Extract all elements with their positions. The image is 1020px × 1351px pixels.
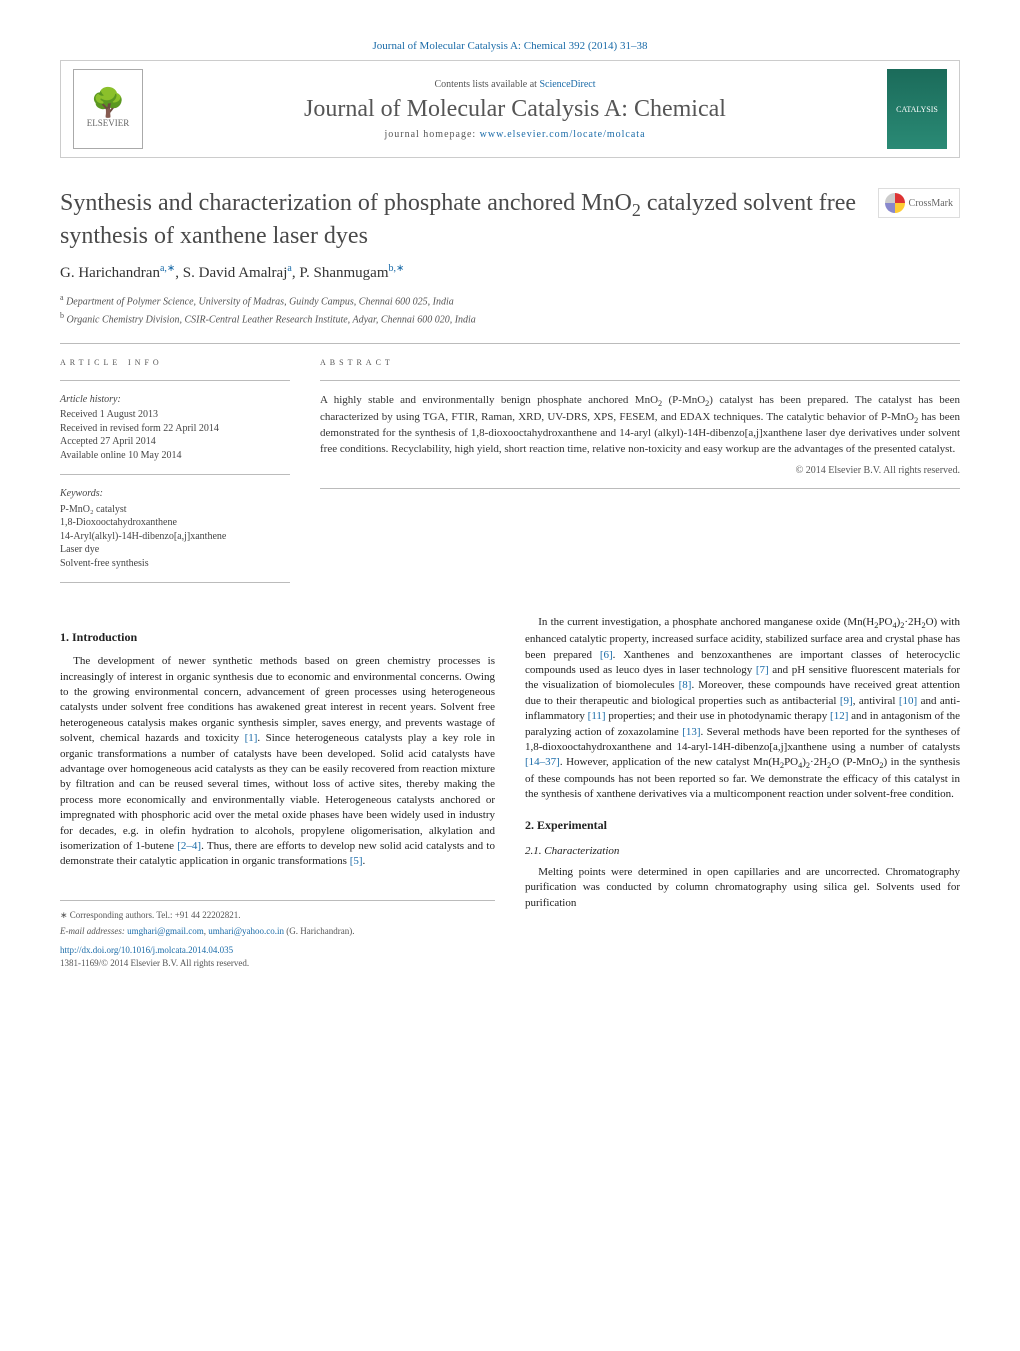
history-received: Received 1 August 2013 bbox=[60, 408, 290, 422]
info-rule-2 bbox=[60, 474, 290, 475]
keywords-label: Keywords: bbox=[60, 487, 290, 501]
section-experimental-head: 2. Experimental bbox=[525, 817, 960, 834]
footer-block: ∗ Corresponding authors. Tel.: +91 44 22… bbox=[60, 900, 495, 969]
subsection-characterization-head: 2.1. Characterization bbox=[525, 844, 960, 859]
characterization-paragraph: Melting points were determined in open c… bbox=[525, 865, 960, 911]
keywords-block: Keywords: P-MnO₂ catalyst 1,8-Dioxooctah… bbox=[60, 487, 290, 570]
homepage-link[interactable]: www.elsevier.com/locate/molcata bbox=[480, 129, 646, 140]
homepage-prefix: journal homepage: bbox=[384, 129, 479, 140]
article-history: Article history: Received 1 August 2013 … bbox=[60, 393, 290, 463]
abstract-rule-1 bbox=[320, 380, 960, 381]
abstract-block: abstract A highly stable and environment… bbox=[320, 356, 960, 596]
keyword-item: Solvent-free synthesis bbox=[60, 557, 290, 571]
column-left: 1. Introduction The development of newer… bbox=[60, 615, 495, 969]
journal-ref-link[interactable]: Journal of Molecular Catalysis A: Chemic… bbox=[60, 40, 960, 52]
sciencedirect-link[interactable]: ScienceDirect bbox=[539, 79, 595, 90]
abstract-rule-2 bbox=[320, 488, 960, 489]
keyword-item: Laser dye bbox=[60, 543, 290, 557]
journal-header-box: 🌳 ELSEVIER Contents lists available at S… bbox=[60, 60, 960, 158]
elsevier-logo: 🌳 ELSEVIER bbox=[73, 69, 143, 149]
history-online: Available online 10 May 2014 bbox=[60, 449, 290, 463]
article-info-block: article info Article history: Received 1… bbox=[60, 356, 290, 596]
crossmark-badge[interactable]: CrossMark bbox=[878, 188, 960, 218]
article-info-heading: article info bbox=[60, 356, 290, 368]
history-label: Article history: bbox=[60, 393, 290, 407]
journal-cover-thumb: CATALYSIS bbox=[887, 69, 947, 149]
header-center: Contents lists available at ScienceDirec… bbox=[143, 79, 887, 140]
column-right: In the current investigation, a phosphat… bbox=[525, 615, 960, 969]
elsevier-label: ELSEVIER bbox=[87, 118, 130, 128]
info-rule-3 bbox=[60, 582, 290, 583]
corresponding-author: ∗ Corresponding authors. Tel.: +91 44 22… bbox=[60, 909, 495, 922]
affiliations: a Department of Polymer Science, Univers… bbox=[60, 292, 960, 327]
issn-copyright: 1381-1169/© 2014 Elsevier B.V. All right… bbox=[60, 957, 495, 970]
intro-paragraph-2: In the current investigation, a phosphat… bbox=[525, 615, 960, 802]
affiliation-a: a Department of Polymer Science, Univers… bbox=[60, 292, 960, 309]
journal-title: Journal of Molecular Catalysis A: Chemic… bbox=[143, 96, 887, 123]
history-accepted: Accepted 27 April 2014 bbox=[60, 435, 290, 449]
homepage-line: journal homepage: www.elsevier.com/locat… bbox=[143, 129, 887, 140]
crossmark-label: CrossMark bbox=[909, 198, 953, 209]
abstract-text: A highly stable and environmentally beni… bbox=[320, 393, 960, 457]
intro-paragraph-1: The development of newer synthetic metho… bbox=[60, 654, 495, 869]
keyword-item: 1,8-Dioxooctahydroxanthene bbox=[60, 516, 290, 530]
keyword-item: P-MnO₂ catalyst bbox=[60, 503, 290, 517]
section-introduction-head: 1. Introduction bbox=[60, 629, 495, 646]
abstract-copyright: © 2014 Elsevier B.V. All rights reserved… bbox=[320, 465, 960, 476]
contents-line: Contents lists available at ScienceDirec… bbox=[143, 79, 887, 90]
doi-link[interactable]: http://dx.doi.org/10.1016/j.molcata.2014… bbox=[60, 944, 495, 957]
elsevier-tree-icon: 🌳 bbox=[91, 90, 126, 118]
body-columns: 1. Introduction The development of newer… bbox=[60, 615, 960, 969]
email-link-1[interactable]: umghari@gmail.com bbox=[127, 926, 204, 936]
email-link-2[interactable]: umhari@yahoo.co.in bbox=[208, 926, 284, 936]
contents-prefix: Contents lists available at bbox=[434, 79, 539, 90]
info-rule-1 bbox=[60, 380, 290, 381]
history-revised: Received in revised form 22 April 2014 bbox=[60, 422, 290, 436]
authors: G. Harichandrana,∗, S. David Amalraja, P… bbox=[60, 263, 960, 282]
abstract-heading: abstract bbox=[320, 356, 960, 368]
separator-rule bbox=[60, 343, 960, 344]
affiliation-b: b Organic Chemistry Division, CSIR-Centr… bbox=[60, 310, 960, 327]
keyword-item: 14-Aryl(alkyl)-14H-dibenzo[a,j]xanthene bbox=[60, 530, 290, 544]
crossmark-icon bbox=[885, 193, 905, 213]
email-line: E-mail addresses: umghari@gmail.com, umh… bbox=[60, 925, 495, 938]
article-title: Synthesis and characterization of phosph… bbox=[60, 188, 858, 251]
